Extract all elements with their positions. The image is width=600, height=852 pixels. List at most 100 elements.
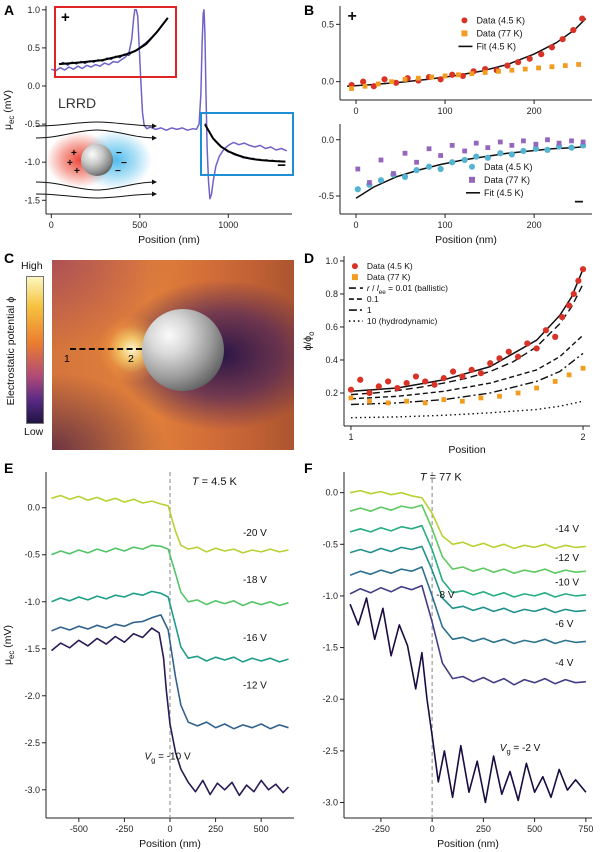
svg-text:0.0: 0.0 — [321, 77, 334, 87]
svg-text:100: 100 — [438, 220, 453, 230]
svg-text:Data (77 K): Data (77 K) — [484, 175, 530, 185]
lrrd-label: LRRD — [58, 95, 96, 111]
obstacle-sphere — [142, 309, 224, 391]
svg-text:-1.0: -1.0 — [322, 591, 338, 601]
svg-text:-2.0: -2.0 — [322, 694, 338, 704]
svg-text:200: 200 — [527, 106, 542, 116]
svg-text:-1.0: -1.0 — [24, 157, 40, 167]
svg-text:ϕ/ϕo: ϕ/ϕo — [302, 331, 316, 351]
svg-text:Position: Position — [448, 444, 486, 456]
svg-text:Data (77 K): Data (77 K) — [476, 28, 522, 38]
panel-b: 0 100 200 0.5 0.0 + Data (4.5 K) Data (77 K) Fit… — [300, 0, 600, 248]
svg-text:100: 100 — [438, 106, 453, 116]
svg-text:Fit (4.5 K): Fit (4.5 K) — [484, 188, 524, 198]
svg-text:Data (4.5 K): Data (4.5 K) — [484, 162, 533, 172]
panel-label-b: B — [304, 2, 315, 18]
panel-a-chart: 0 500 1000 1.0 0.5 0.0 -0.5 -1.0 -1.5 Position (n… — [2, 5, 292, 246]
panel-d: 1 2 1.0 0.8 0.6 0.4 0.2 Position ϕ/ϕo Data (4.5 K… — [300, 248, 600, 458]
svg-text:0: 0 — [430, 824, 435, 834]
svg-text:-250: -250 — [115, 824, 133, 834]
svg-text:Position (nm): Position (nm) — [138, 234, 200, 246]
svg-text:Fit (4.5 K): Fit (4.5 K) — [476, 41, 516, 51]
panel-f: -250 0 250 500 750 0.0 -0.5 -1.0 -1.5 -2.0 -2.5 -3.… — [300, 458, 600, 852]
svg-text:-6 V: -6 V — [555, 619, 574, 630]
panel-a: 0 500 1000 1.0 0.5 0.0 -0.5 -1.0 -1.5 Position (n… — [0, 0, 300, 248]
svg-text:0: 0 — [354, 106, 359, 116]
svg-text:1.0: 1.0 — [27, 5, 40, 15]
plus-mark: + — [67, 158, 73, 169]
svg-text:Position (nm): Position (nm) — [435, 234, 497, 246]
svg-text:750: 750 — [578, 824, 593, 834]
panel-e: -500 -250 0 250 500 0.0 -0.5 -1.0 -1.5 -2.0 -2.5 -3… — [0, 458, 300, 852]
svg-text:+: + — [348, 8, 357, 25]
svg-text:0.0: 0.0 — [321, 135, 334, 145]
svg-text:0.0: 0.0 — [27, 503, 40, 513]
svg-text:-0.5: -0.5 — [318, 191, 334, 201]
svg-text:0: 0 — [354, 220, 359, 230]
svg-text:-250: -250 — [372, 824, 390, 834]
measurement-path-dashed-line — [70, 348, 142, 350]
svg-text:r / lee = 0.01 (ballistic): r / lee = 0.01 (ballistic) — [367, 283, 448, 296]
colorbar — [26, 276, 44, 424]
svg-text:-1.5: -1.5 — [24, 195, 40, 205]
svg-text:Data (77 K): Data (77 K) — [367, 272, 411, 282]
streamline — [35, 121, 157, 129]
svg-text:-2.0: -2.0 — [24, 691, 40, 701]
svg-text:-0.5: -0.5 — [24, 550, 40, 560]
svg-text:Data (4.5 K): Data (4.5 K) — [367, 261, 413, 271]
svg-text:T = 4.5 K: T = 4.5 K — [192, 476, 238, 488]
svg-text:1: 1 — [367, 305, 372, 315]
svg-text:0: 0 — [49, 220, 54, 230]
svg-text:-2.5: -2.5 — [24, 738, 40, 748]
svg-text:500: 500 — [254, 824, 269, 834]
svg-text:1.0: 1.0 — [325, 256, 338, 266]
svg-text:200: 200 — [527, 220, 542, 230]
panel-label-c: C — [4, 250, 15, 266]
svg-text:-18 V: -18 V — [243, 575, 267, 586]
svg-text:-500: -500 — [70, 824, 88, 834]
svg-text:500: 500 — [132, 220, 147, 230]
svg-text:μec (mV): μec (mV) — [2, 625, 16, 665]
svg-text:-8 V: -8 V — [436, 590, 455, 601]
svg-text:0.4: 0.4 — [325, 355, 338, 365]
svg-text:0.0: 0.0 — [325, 488, 338, 498]
colorbar-low-label: Low — [24, 426, 44, 438]
svg-text:Vg = -2 V: Vg = -2 V — [500, 743, 541, 756]
svg-text:-4 V: -4 V — [555, 658, 574, 669]
minus-mark: − — [115, 166, 121, 177]
svg-text:Data (4.5 K): Data (4.5 K) — [476, 15, 525, 25]
plus-mark: + — [74, 166, 80, 177]
svg-text:-1.5: -1.5 — [322, 643, 338, 653]
colorbar-high-label: High — [21, 260, 43, 272]
svg-text:-3.0: -3.0 — [24, 785, 40, 795]
svg-text:T = 77 K: T = 77 K — [420, 471, 463, 483]
electrostatic-potential-map: 1 2 — [52, 260, 294, 450]
svg-text:-2.5: -2.5 — [322, 746, 338, 756]
svg-text:-1.5: -1.5 — [24, 644, 40, 654]
svg-text:-20 V: -20 V — [243, 528, 267, 539]
svg-text:500: 500 — [527, 824, 542, 834]
minus-mark: − — [121, 158, 127, 169]
inset-positive-chart — [58, 17, 169, 66]
colorbar-axis-label: Electrostatic potential ϕ — [5, 296, 17, 406]
panel-d-chart: 1 2 1.0 0.8 0.6 0.4 0.2 Position ϕ/ϕo Data (4.5 K… — [302, 256, 590, 456]
point-2-label: 2 — [128, 353, 134, 365]
svg-text:250: 250 — [476, 824, 491, 834]
svg-text:-3.0: -3.0 — [322, 798, 338, 808]
svg-text:-0.5: -0.5 — [322, 539, 338, 549]
svg-text:Position (nm): Position (nm) — [437, 838, 499, 850]
svg-text:0: 0 — [167, 824, 172, 834]
svg-text:Position (nm): Position (nm) — [139, 838, 201, 850]
svg-text:−: − — [574, 194, 583, 211]
inset-zoom-negative: − — [200, 112, 294, 176]
inset-zoom-positive: + — [54, 6, 177, 78]
svg-text:0.5: 0.5 — [27, 43, 40, 53]
panel-b-top-chart: 0 100 200 0.5 0.0 + Data (4.5 K) Data (77 K) Fit… — [321, 6, 592, 116]
streamline — [35, 179, 157, 191]
minus-mark: − — [116, 148, 122, 159]
svg-text:-0.5: -0.5 — [24, 119, 40, 129]
svg-text:-12 V: -12 V — [243, 680, 267, 691]
panel-label-a: A — [4, 2, 15, 18]
svg-text:-14 V: -14 V — [555, 524, 579, 535]
svg-text:0.1: 0.1 — [367, 294, 379, 304]
